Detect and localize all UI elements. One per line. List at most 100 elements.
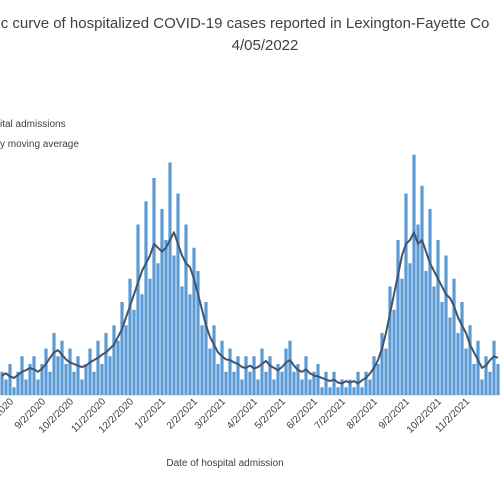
bar <box>348 379 352 395</box>
bar <box>80 379 84 395</box>
bar <box>416 224 420 395</box>
bar <box>396 240 400 395</box>
bar <box>328 387 332 395</box>
bar <box>132 309 136 395</box>
bar <box>96 340 100 395</box>
bar <box>484 356 488 395</box>
bar <box>196 271 200 395</box>
x-tick-label: 8/2/2021 <box>345 396 381 432</box>
bar <box>200 325 204 395</box>
bar <box>464 348 468 395</box>
bar <box>52 333 56 395</box>
bar <box>168 162 172 395</box>
bar <box>480 379 484 395</box>
chart-title: c curve of hospitalized COVID-19 cases r… <box>1 15 490 32</box>
bar <box>216 364 220 395</box>
bar <box>208 348 212 395</box>
chart-subtitle: 4/05/2022 <box>232 37 299 54</box>
bar <box>384 348 388 395</box>
bar <box>12 387 16 395</box>
bar <box>492 340 496 395</box>
bar <box>364 371 368 395</box>
bar <box>8 364 12 395</box>
bar <box>304 356 308 395</box>
bar <box>264 371 268 395</box>
bar <box>280 371 284 395</box>
bar <box>312 371 316 395</box>
bar <box>152 178 156 395</box>
bar <box>32 356 36 395</box>
bar <box>300 379 304 395</box>
bar <box>444 255 448 395</box>
bar <box>360 387 364 395</box>
bar <box>276 364 280 395</box>
legend-label: y moving average <box>0 139 79 150</box>
bar <box>336 387 340 395</box>
bar <box>488 371 492 395</box>
bar <box>56 356 60 395</box>
bar <box>344 387 348 395</box>
bar <box>268 356 272 395</box>
bar <box>64 364 68 395</box>
bar <box>176 193 180 395</box>
bar <box>108 356 112 395</box>
bar <box>148 278 152 395</box>
bar <box>248 371 252 395</box>
bar <box>420 185 424 395</box>
bar <box>88 348 92 395</box>
bar <box>188 294 192 395</box>
bar <box>296 364 300 395</box>
bar <box>20 356 24 395</box>
bar <box>92 371 96 395</box>
bar <box>4 379 8 395</box>
bar <box>184 224 188 395</box>
bar <box>256 379 260 395</box>
bar <box>320 387 324 395</box>
bar <box>68 348 72 395</box>
bar <box>236 356 240 395</box>
bar <box>372 356 376 395</box>
bar <box>244 356 248 395</box>
bar <box>472 364 476 395</box>
bar <box>432 286 436 395</box>
bar <box>452 278 456 395</box>
bar <box>324 371 328 395</box>
bar <box>400 278 404 395</box>
bar <box>240 379 244 395</box>
bar <box>228 348 232 395</box>
bar <box>16 371 20 395</box>
bar <box>116 340 120 395</box>
bar <box>232 371 236 395</box>
bar <box>456 333 460 395</box>
bar <box>192 247 196 395</box>
bar <box>124 325 128 395</box>
x-tick-label: 1/2/2021 <box>133 396 169 432</box>
bar <box>180 286 184 395</box>
bar <box>44 348 48 395</box>
bar <box>436 240 440 395</box>
bar <box>428 209 432 395</box>
bar <box>172 255 176 395</box>
bar <box>292 371 296 395</box>
bar <box>204 302 208 395</box>
bar <box>376 364 380 395</box>
bar <box>160 209 164 395</box>
bar <box>460 302 464 395</box>
bar <box>100 364 104 395</box>
bar <box>164 240 168 395</box>
bar <box>496 364 500 395</box>
legend-label: ital admissions <box>0 119 66 130</box>
bar <box>60 340 64 395</box>
moving-average-line <box>1 231 499 385</box>
bar <box>112 325 116 395</box>
bar <box>0 371 4 395</box>
bar <box>476 340 480 395</box>
bar <box>380 333 384 395</box>
bar <box>316 364 320 395</box>
bar <box>448 317 452 395</box>
bar <box>104 333 108 395</box>
bar <box>220 340 224 395</box>
bar <box>76 356 80 395</box>
bar <box>28 364 32 395</box>
bar <box>252 356 256 395</box>
